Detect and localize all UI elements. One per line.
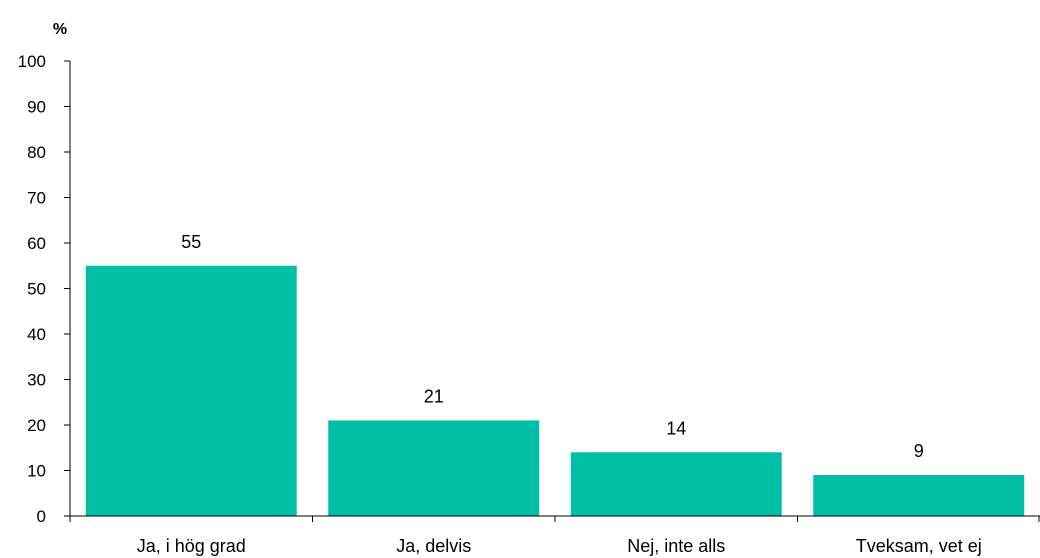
y-tick-label: 60 xyxy=(27,234,46,253)
bar xyxy=(570,452,782,516)
y-axis-unit-label: % xyxy=(53,21,67,38)
data-labels: 55 21 14 9 xyxy=(181,232,924,461)
data-label: 55 xyxy=(181,232,201,252)
x-tick-label: Nej, inte alls xyxy=(627,536,725,556)
y-tick-label: 20 xyxy=(27,416,46,435)
y-axis-ticks: 0 10 20 30 40 50 60 70 80 90 100 xyxy=(18,52,70,526)
x-tick-label: Tveksam, vet ej xyxy=(856,536,982,556)
y-tick-label: 100 xyxy=(18,52,46,71)
bar xyxy=(813,475,1025,516)
x-tick-label: Ja, i hög grad xyxy=(137,536,246,556)
data-label: 14 xyxy=(666,418,686,438)
x-axis-ticks: Ja, i hög grad Ja, delvis Nej, inte alls Tv… xyxy=(69,516,1040,556)
bar-series xyxy=(85,265,1025,516)
y-tick-label: 10 xyxy=(27,462,46,481)
y-tick-label: 0 xyxy=(37,507,46,526)
data-label: 9 xyxy=(914,441,924,461)
y-tick-label: 70 xyxy=(27,189,46,208)
y-tick-label: 40 xyxy=(27,325,46,344)
y-tick-label: 90 xyxy=(27,98,46,117)
x-tick-label: Ja, delvis xyxy=(396,536,471,556)
bar xyxy=(85,265,297,516)
y-tick-label: 30 xyxy=(27,371,46,390)
y-tick-label: 50 xyxy=(27,280,46,299)
y-tick-label: 80 xyxy=(27,143,46,162)
bar xyxy=(328,420,540,516)
data-label: 21 xyxy=(424,386,444,406)
